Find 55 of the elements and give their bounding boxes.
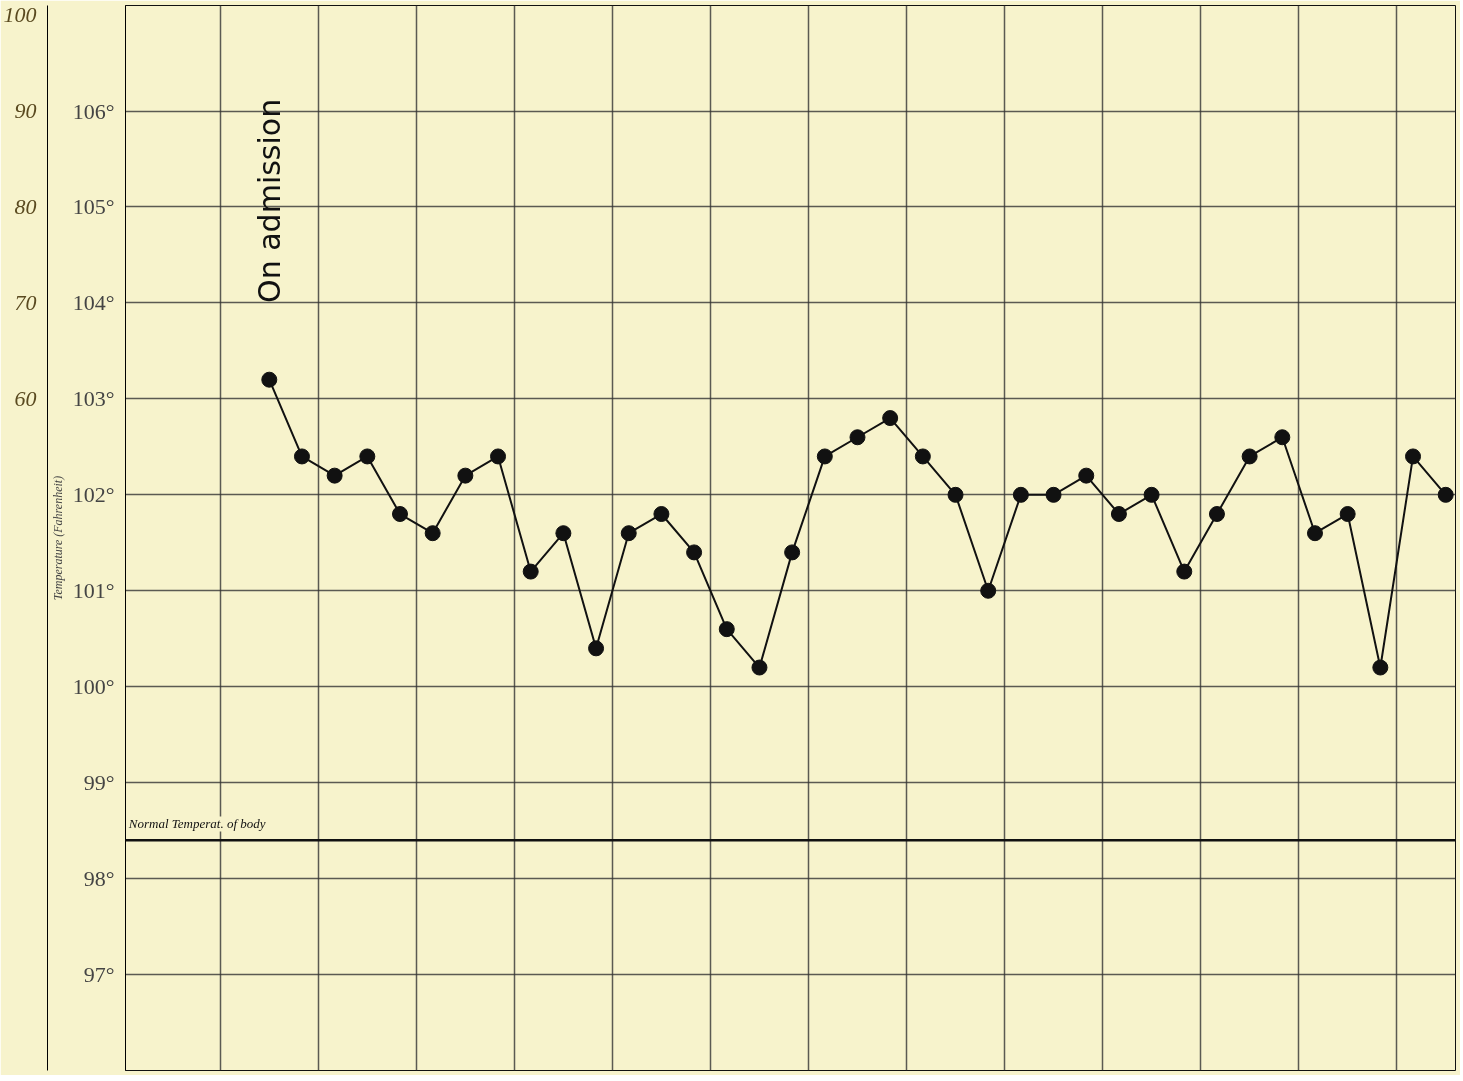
point: [1045, 486, 1062, 503]
point: [588, 640, 605, 657]
point: [1274, 429, 1291, 446]
annotation: On admission: [251, 98, 287, 303]
point: [718, 621, 735, 638]
point: [555, 525, 572, 542]
point: [424, 525, 441, 542]
y-tick-label: 99°: [83, 770, 115, 796]
point: [261, 371, 278, 388]
point: [392, 506, 408, 522]
point: [784, 544, 801, 561]
point: [1208, 506, 1225, 522]
point: [1372, 659, 1389, 676]
y2-tick-label: 90: [14, 98, 37, 124]
point: [947, 486, 964, 503]
point: [522, 563, 539, 580]
point: [914, 448, 931, 465]
y-tick-label: 102°: [72, 482, 115, 508]
point: [1339, 506, 1356, 522]
point: [293, 448, 310, 465]
ref-line-label: Normal Temperat. of body: [127, 816, 266, 832]
y-tick-label: 104°: [72, 290, 115, 316]
y2-tick-label: 80: [14, 193, 37, 219]
point: [1176, 563, 1193, 580]
point: [686, 544, 703, 561]
point: [1110, 506, 1127, 522]
point: [1306, 525, 1323, 542]
point: [653, 506, 670, 522]
y-tick-label: 100°: [72, 674, 115, 700]
y2-tick-label: 70: [14, 289, 37, 315]
point: [751, 659, 768, 676]
point: [359, 448, 376, 465]
point: [1405, 448, 1422, 465]
point: [1241, 448, 1258, 465]
point: [457, 467, 474, 484]
point: [1012, 486, 1029, 503]
point: [1143, 486, 1160, 503]
y-tick-label: 103°: [72, 386, 115, 412]
y2-tick-label: 100: [3, 2, 37, 28]
point: [1078, 467, 1095, 484]
point: [882, 410, 899, 427]
point: [1437, 486, 1454, 503]
point: [980, 582, 997, 599]
point: [326, 467, 343, 484]
y-tick-label: 97°: [83, 962, 115, 988]
y-tick-label: 98°: [83, 866, 115, 892]
point: [490, 448, 507, 465]
point: [849, 429, 866, 446]
y-tick-label: 105°: [72, 194, 115, 220]
y2-tick-label: 60: [14, 385, 37, 411]
y-axis-title: Temperature (Fahrenheit): [50, 475, 65, 601]
y-tick-label: 101°: [72, 578, 115, 604]
point: [816, 448, 833, 465]
y-tick-label: 106°: [72, 98, 115, 124]
point: [620, 525, 637, 542]
